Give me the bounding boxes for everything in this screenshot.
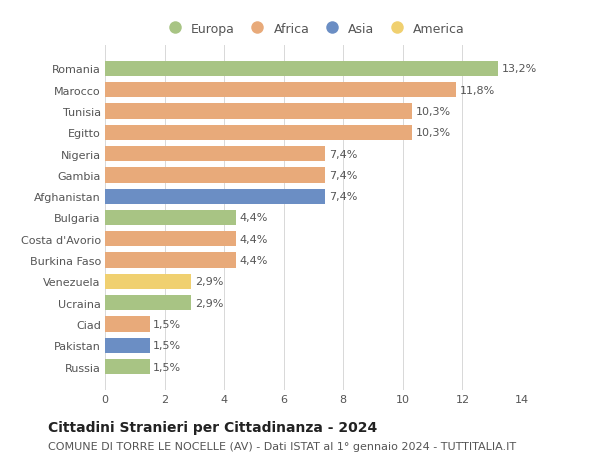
Text: 11,8%: 11,8% (460, 85, 495, 95)
Text: 7,4%: 7,4% (329, 149, 358, 159)
Bar (105, 210, 236, 226)
Text: 1,5%: 1,5% (153, 362, 181, 372)
Bar (105, 146, 325, 162)
Text: Cittadini Stranieri per Cittadinanza - 2024: Cittadini Stranieri per Cittadinanza - 2… (48, 420, 377, 434)
Text: 10,3%: 10,3% (415, 128, 451, 138)
Text: 4,4%: 4,4% (239, 256, 268, 266)
Bar (105, 189, 325, 204)
Bar (105, 104, 412, 119)
Text: 4,4%: 4,4% (239, 234, 268, 244)
Text: 2,9%: 2,9% (195, 277, 223, 287)
Bar (105, 338, 149, 353)
Text: 7,4%: 7,4% (329, 170, 358, 180)
Text: 7,4%: 7,4% (329, 192, 358, 202)
Text: 10,3%: 10,3% (415, 107, 451, 117)
Bar (105, 359, 149, 375)
Text: COMUNE DI TORRE LE NOCELLE (AV) - Dati ISTAT al 1° gennaio 2024 - TUTTITALIA.IT: COMUNE DI TORRE LE NOCELLE (AV) - Dati I… (48, 441, 516, 451)
Bar (105, 317, 149, 332)
Bar (105, 274, 191, 290)
Bar (105, 296, 191, 311)
Text: 2,9%: 2,9% (195, 298, 223, 308)
Text: 1,5%: 1,5% (153, 319, 181, 329)
Bar (105, 253, 236, 268)
Legend: Europa, Africa, Asia, America: Europa, Africa, Asia, America (157, 18, 470, 41)
Text: 13,2%: 13,2% (502, 64, 537, 74)
Bar (105, 232, 236, 247)
Bar (105, 125, 412, 140)
Bar (105, 168, 325, 183)
Bar (105, 83, 457, 98)
Bar (105, 62, 498, 77)
Text: 1,5%: 1,5% (153, 341, 181, 351)
Text: 4,4%: 4,4% (239, 213, 268, 223)
